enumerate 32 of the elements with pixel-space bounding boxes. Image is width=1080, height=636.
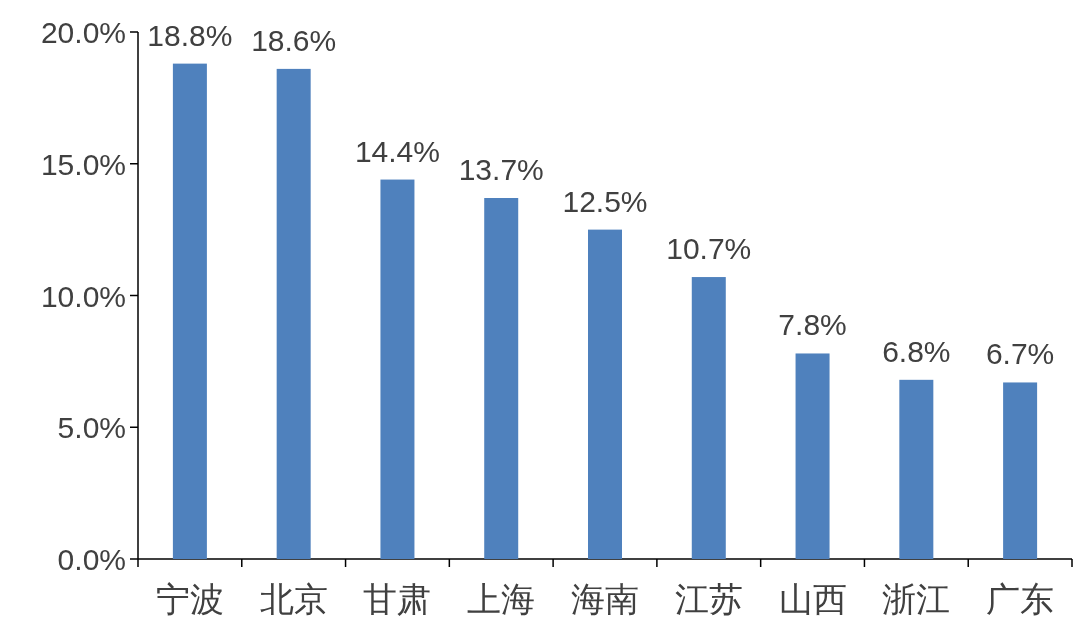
data-label: 12.5% <box>562 184 648 218</box>
bar <box>588 229 622 559</box>
x-tick-label: 广东 <box>986 580 1055 618</box>
x-tick-label: 北京 <box>259 580 328 618</box>
bar <box>1003 382 1038 559</box>
x-tick-label: 上海 <box>467 580 536 618</box>
bar <box>380 179 415 559</box>
data-label: 18.6% <box>251 23 337 57</box>
bar <box>899 379 934 559</box>
bar <box>795 353 830 559</box>
bar <box>172 63 207 559</box>
y-tick-label: 20.0% <box>40 16 126 49</box>
bar <box>276 68 311 559</box>
x-tick-label: 海南 <box>571 580 639 618</box>
data-label: 6.7% <box>985 337 1055 371</box>
x-tick-label: 山西 <box>778 580 847 618</box>
y-tick-label: 5.0% <box>57 411 126 445</box>
data-label: 10.7% <box>666 232 752 266</box>
data-label: 13.7% <box>458 153 544 187</box>
x-tick-label: 甘肃 <box>363 580 432 618</box>
x-tick-label: 浙江 <box>882 580 951 618</box>
data-label: 6.8% <box>882 334 951 368</box>
y-tick-label: 15.0% <box>40 147 126 181</box>
y-tick-label: 10.0% <box>40 279 126 313</box>
data-label: 14.4% <box>354 134 440 168</box>
data-label: 18.8% <box>147 18 233 52</box>
x-tick-label: 宁波 <box>155 580 224 618</box>
bar <box>691 277 726 559</box>
x-tick-label: 江苏 <box>674 580 743 618</box>
data-label: 7.8% <box>778 308 847 342</box>
bar <box>484 198 519 559</box>
y-tick-label: 0.0% <box>57 543 126 576</box>
